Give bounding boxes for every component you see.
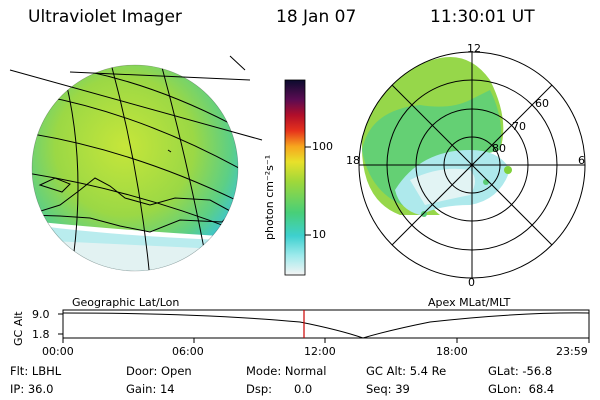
- alt-tick-9: 9.0: [32, 308, 50, 321]
- time-tick-2359: 23:59: [556, 345, 588, 358]
- polar-plot: [359, 52, 585, 278]
- colorbar-tick-10: 10: [312, 228, 326, 241]
- glon-info: GLon: 68.4: [488, 382, 554, 396]
- gc-alt-info: GC Alt: 5.4 Re: [366, 364, 446, 378]
- mlt-label-0: 0: [468, 276, 475, 289]
- lat-label-80: 80: [492, 142, 506, 155]
- colorbar: [285, 80, 311, 275]
- lat-label-60: 60: [535, 97, 549, 110]
- door-info: Door: Open: [126, 364, 192, 378]
- time-tick-0600: 06:00: [172, 345, 204, 358]
- dsp-info: Dsp: 0.0: [246, 382, 312, 396]
- gc-alt-axis-label: GC Alt: [12, 311, 25, 346]
- mlt-label-6: 6: [578, 154, 585, 167]
- imager-graphics: [0, 0, 600, 400]
- colorbar-unit-label: photon cm⁻²s⁻¹: [263, 155, 276, 240]
- glat-info: GLat: -56.8: [488, 364, 552, 378]
- altitude-plot: [58, 310, 589, 343]
- ip-info: IP: 36.0: [10, 382, 53, 396]
- mlt-label-12: 12: [467, 42, 481, 55]
- gain-info: Gain: 14: [126, 382, 175, 396]
- time-tick-1200: 12:00: [304, 345, 336, 358]
- mlt-label-18: 18: [346, 154, 360, 167]
- time-tick-1800: 18:00: [436, 345, 468, 358]
- geographic-label: Geographic Lat/Lon: [72, 296, 179, 309]
- lat-label-70: 70: [512, 120, 526, 133]
- colorbar-tick-100: 100: [312, 140, 333, 153]
- geographic-image: [10, 56, 262, 280]
- mode-info: Mode: Normal: [246, 364, 326, 378]
- alt-tick-1-8: 1.8: [32, 328, 50, 341]
- filter-info: Flt: LBHL: [10, 364, 61, 378]
- apex-label: Apex MLat/MLT: [428, 296, 510, 309]
- seq-info: Seq: 39: [366, 382, 410, 396]
- time-tick-0000: 00:00: [42, 345, 74, 358]
